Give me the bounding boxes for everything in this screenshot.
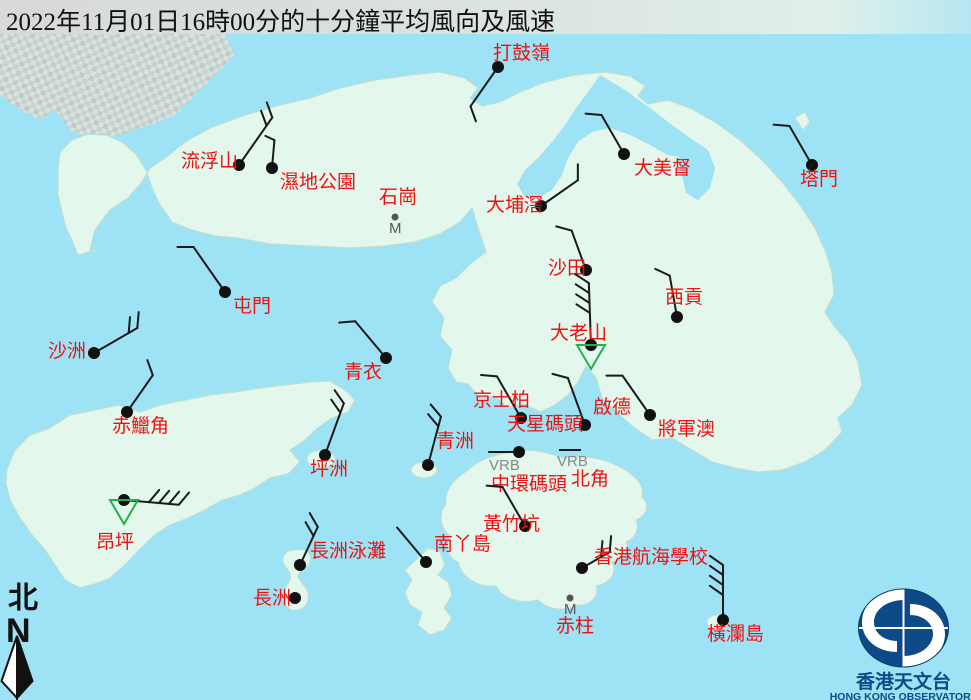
svg-text:VRB: VRB: [557, 453, 588, 470]
svg-text:北角: 北角: [571, 468, 609, 490]
svg-text:香港天文台: 香港天文台: [855, 670, 951, 693]
svg-text:沙洲: 沙洲: [48, 341, 86, 362]
svg-text:大美督: 大美督: [634, 157, 691, 179]
svg-text:長洲泳灘: 長洲泳灘: [310, 540, 386, 562]
svg-text:西貢: 西貢: [665, 287, 703, 308]
svg-text:濕地公園: 濕地公園: [280, 171, 356, 193]
svg-text:M: M: [564, 601, 577, 618]
svg-text:大埔滘: 大埔滘: [486, 194, 543, 216]
svg-text:北: 北: [8, 582, 38, 615]
svg-text:流浮山: 流浮山: [181, 150, 238, 172]
svg-text:將軍澳: 將軍澳: [658, 418, 715, 440]
svg-text:沙田: 沙田: [548, 258, 586, 279]
svg-text:VRB: VRB: [489, 457, 520, 474]
svg-text:昂坪: 昂坪: [96, 531, 134, 553]
svg-text:坪洲: 坪洲: [310, 458, 348, 480]
svg-text:石崗: 石崗: [379, 186, 417, 208]
svg-text:屯門: 屯門: [233, 295, 271, 317]
svg-text:香港航海學校: 香港航海學校: [594, 546, 708, 568]
svg-text:天星碼頭: 天星碼頭: [507, 414, 583, 435]
svg-text:京士柏: 京士柏: [473, 389, 530, 411]
svg-text:大老山: 大老山: [550, 322, 607, 344]
svg-text:打鼓嶺: 打鼓嶺: [493, 42, 550, 64]
svg-text:HONG KONG OBSERVATORY: HONG KONG OBSERVATORY: [830, 691, 971, 700]
svg-text:黃竹坑: 黃竹坑: [483, 513, 540, 535]
svg-text:中環碼頭: 中環碼頭: [491, 473, 567, 495]
svg-text:赤柱: 赤柱: [556, 615, 594, 637]
svg-text:長洲: 長洲: [253, 588, 291, 609]
svg-text:赤鱲角: 赤鱲角: [112, 415, 169, 437]
svg-text:青衣: 青衣: [344, 361, 382, 383]
svg-text:青洲: 青洲: [436, 430, 474, 452]
svg-text:橫瀾島: 橫瀾島: [707, 623, 764, 645]
svg-text:啟德: 啟德: [593, 396, 631, 418]
svg-text:塔門: 塔門: [800, 168, 838, 190]
svg-text:M: M: [389, 220, 402, 237]
svg-text:南丫島: 南丫島: [434, 533, 491, 555]
